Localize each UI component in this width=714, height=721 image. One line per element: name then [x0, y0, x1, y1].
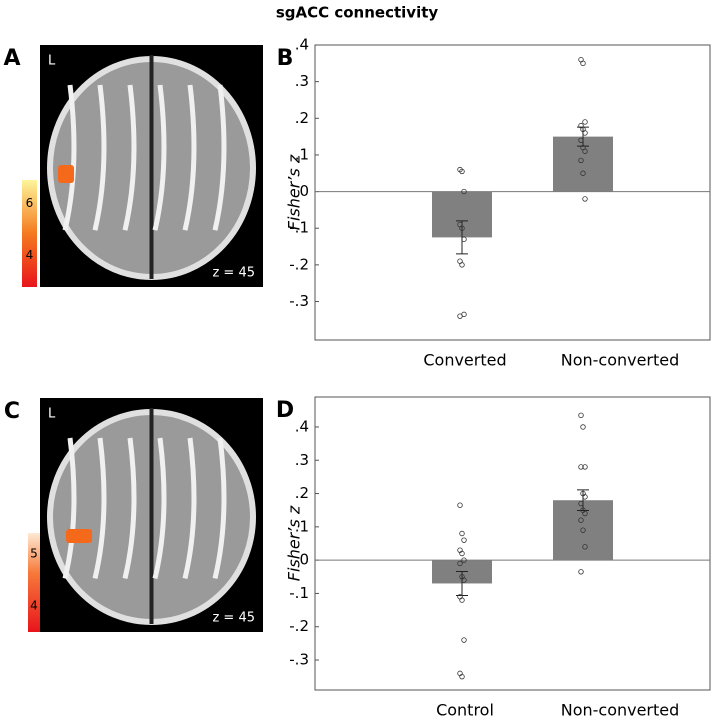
brain-gyrus — [212, 437, 227, 579]
data-point — [461, 188, 467, 195]
activation-blob — [66, 529, 92, 543]
brain-gyrus — [182, 437, 197, 579]
data-point — [582, 494, 588, 500]
data-point — [582, 510, 588, 517]
y-tick-label: .2 — [295, 109, 309, 127]
data-point — [578, 157, 584, 164]
y-tick-label: -.3 — [289, 292, 309, 310]
y-tick-label: -.2 — [289, 617, 309, 635]
x-tick-label: Non-converted — [561, 701, 680, 720]
figure-title: sgACC connectivity — [276, 4, 439, 22]
activation-blob — [58, 165, 74, 183]
colorbar — [22, 180, 37, 287]
data-point — [459, 262, 465, 268]
data-point — [580, 424, 586, 430]
slice-label: z = 45 — [212, 611, 255, 626]
data-point — [457, 502, 463, 508]
brain-gyrus — [122, 84, 137, 231]
data-point — [582, 196, 588, 202]
panel-letter: A — [3, 46, 20, 71]
brain-gyrus — [62, 437, 77, 579]
data-point — [459, 673, 465, 680]
data-point — [582, 119, 588, 125]
plot-area — [314, 44, 711, 341]
data-point — [459, 168, 465, 175]
slice-label: z = 45 — [212, 266, 255, 281]
brain-gyrus — [182, 84, 197, 231]
data-point — [578, 137, 584, 143]
data-point — [578, 517, 584, 523]
brain-gyrus — [152, 84, 167, 231]
brain-gyrus — [122, 437, 137, 579]
y-tick-label: -.2 — [289, 255, 309, 273]
side-label: L — [48, 54, 56, 69]
y-tick-label: -.1 — [289, 584, 309, 602]
data-point — [580, 60, 586, 67]
colorbar-tick-label: 6 — [26, 196, 34, 210]
brain-gyrus — [92, 84, 107, 231]
x-tick-label: Converted — [423, 351, 506, 370]
data-point — [461, 557, 467, 563]
y-tick-label: .3 — [295, 451, 309, 469]
y-axis-label: Fisher’s z — [285, 154, 304, 230]
y-tick-label: .1 — [295, 517, 309, 535]
data-point — [457, 313, 463, 319]
data-point — [461, 637, 467, 643]
data-point — [461, 577, 467, 583]
data-point — [459, 530, 465, 537]
data-point — [578, 500, 584, 507]
y-tick-label: .2 — [295, 484, 309, 502]
brain-gyrus — [62, 84, 77, 231]
y-tick-label: .1 — [295, 145, 309, 163]
y-tick-label: 0 — [299, 182, 309, 200]
data-point — [582, 130, 588, 136]
x-tick-label: Control — [436, 701, 494, 720]
panel-letter: C — [4, 399, 20, 424]
data-point — [457, 560, 463, 567]
colorbar — [28, 533, 40, 632]
data-point — [578, 412, 584, 419]
data-point — [578, 464, 584, 470]
data-point — [461, 537, 467, 543]
y-tick-label: 0 — [299, 551, 309, 569]
data-point — [459, 225, 465, 231]
y-tick-label: .4 — [295, 417, 309, 435]
colorbar-tick-label: 5 — [30, 546, 38, 560]
data-point — [461, 236, 467, 242]
data-point — [578, 569, 584, 575]
colorbar-tick-label: 4 — [26, 248, 34, 262]
brain-gyrus — [92, 437, 107, 579]
side-label: L — [48, 407, 56, 422]
y-tick-label: -.3 — [289, 651, 309, 669]
y-axis-label: Fisher’s z — [285, 505, 304, 581]
panel-letter: D — [276, 398, 294, 423]
panel-letter: B — [277, 46, 294, 71]
colorbar-tick-label: 4 — [30, 598, 38, 612]
data-point — [582, 464, 588, 470]
error-bar — [577, 489, 589, 512]
data-point — [580, 527, 586, 533]
brain-gyrus — [152, 437, 167, 579]
error-bar — [456, 220, 468, 255]
x-tick-label: Non-converted — [561, 351, 680, 370]
plot-area — [314, 396, 711, 691]
y-tick-label: .3 — [295, 72, 309, 90]
y-tick-label: -.1 — [289, 219, 309, 237]
y-tick-label: .4 — [295, 36, 309, 54]
data-point — [582, 544, 588, 550]
data-point — [580, 170, 586, 176]
data-point — [582, 148, 588, 154]
data-point — [459, 597, 465, 603]
data-point — [459, 550, 465, 557]
brain-gyrus — [212, 84, 227, 231]
